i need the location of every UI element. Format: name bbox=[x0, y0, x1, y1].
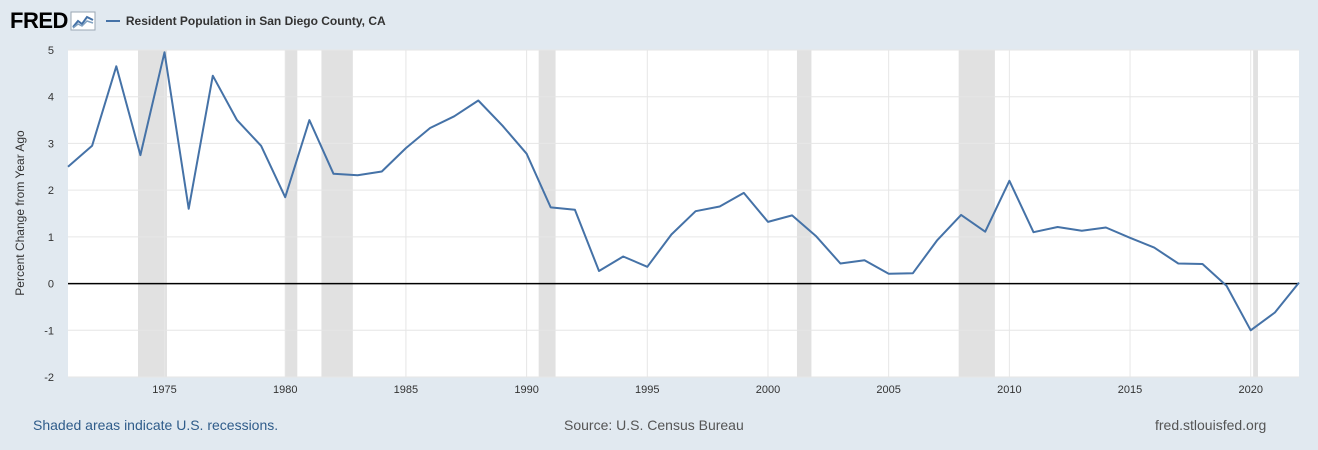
data-point[interactable] bbox=[524, 151, 529, 156]
data-point[interactable] bbox=[1224, 283, 1229, 288]
data-point[interactable] bbox=[66, 164, 71, 169]
data-point[interactable] bbox=[741, 190, 746, 195]
data-point[interactable] bbox=[790, 213, 795, 218]
data-point[interactable] bbox=[90, 143, 95, 148]
data-point[interactable] bbox=[1272, 310, 1277, 315]
data-point[interactable] bbox=[693, 209, 698, 214]
data-point[interactable] bbox=[597, 268, 602, 273]
x-tick-label: 1995 bbox=[635, 384, 659, 396]
x-tick-label: 1980 bbox=[273, 384, 297, 396]
data-point[interactable] bbox=[548, 205, 553, 210]
data-point[interactable] bbox=[814, 234, 819, 239]
data-point[interactable] bbox=[307, 118, 312, 123]
x-tick-label: 1975 bbox=[152, 384, 176, 396]
data-point[interactable] bbox=[669, 232, 674, 237]
data-point[interactable] bbox=[210, 73, 215, 78]
data-point[interactable] bbox=[1103, 225, 1108, 230]
recession-band-0 bbox=[137, 50, 167, 377]
recessions-note[interactable]: Shaded areas indicate U.S. recessions. bbox=[33, 417, 279, 433]
y-tick-label: 2 bbox=[48, 185, 54, 197]
y-tick-label: -2 bbox=[44, 372, 54, 384]
x-tick-label: 2015 bbox=[1118, 384, 1142, 396]
data-point[interactable] bbox=[886, 271, 891, 276]
data-point[interactable] bbox=[476, 98, 481, 103]
series-line-0[interactable] bbox=[67, 51, 1300, 332]
data-point[interactable] bbox=[572, 207, 577, 212]
legend-series-label[interactable]: Resident Population in San Diego County,… bbox=[125, 14, 386, 28]
x-tick-label: 2000 bbox=[756, 384, 780, 396]
data-point[interactable] bbox=[1007, 178, 1012, 183]
plot-background bbox=[68, 50, 1299, 377]
site-link[interactable]: fred.stlouisfed.org bbox=[1155, 417, 1267, 433]
data-point[interactable] bbox=[838, 261, 843, 266]
data-point[interactable] bbox=[959, 212, 964, 217]
source-text: Source: U.S. Census Bureau bbox=[564, 417, 744, 433]
recession-band-6 bbox=[1253, 50, 1258, 377]
data-point[interactable] bbox=[186, 206, 191, 211]
data-point[interactable] bbox=[162, 50, 167, 55]
y-axis-title: Percent Change from Year Ago bbox=[13, 130, 27, 296]
legend-swatch bbox=[105, 20, 120, 22]
gridlines bbox=[68, 49, 1299, 378]
fred-logo[interactable]: FRED bbox=[10, 8, 68, 33]
data-point[interactable] bbox=[910, 271, 915, 276]
y-tick-label: 0 bbox=[48, 279, 54, 291]
data-point[interactable] bbox=[403, 146, 408, 151]
y-axis-ticks: 5 4 3 2 1 0 -1 -2 bbox=[44, 45, 54, 384]
data-point[interactable] bbox=[500, 123, 505, 128]
x-tick-label: 1990 bbox=[514, 384, 538, 396]
data-point[interactable] bbox=[428, 126, 433, 131]
data-point[interactable] bbox=[717, 204, 722, 209]
data-point[interactable] bbox=[114, 64, 119, 69]
x-tick-label: 2005 bbox=[876, 384, 900, 396]
fred-graph-icon bbox=[70, 11, 96, 31]
data-point[interactable] bbox=[138, 153, 143, 158]
data-point[interactable] bbox=[234, 118, 239, 123]
data-point[interactable] bbox=[1128, 235, 1133, 240]
data-point[interactable] bbox=[452, 114, 457, 119]
x-tick-label: 2020 bbox=[1238, 384, 1262, 396]
data-point[interactable] bbox=[331, 171, 336, 176]
data-point[interactable] bbox=[379, 169, 384, 174]
data-point[interactable] bbox=[1176, 261, 1181, 266]
recession-band-5 bbox=[958, 50, 995, 377]
data-point[interactable] bbox=[645, 264, 650, 269]
data-point[interactable] bbox=[1200, 261, 1205, 266]
recession-band-2 bbox=[321, 50, 353, 377]
recession-band-1 bbox=[285, 50, 298, 377]
data-point[interactable] bbox=[862, 258, 867, 263]
y-tick-label: 4 bbox=[48, 92, 54, 104]
series-lines bbox=[66, 50, 1302, 333]
recession-band-4 bbox=[796, 50, 812, 377]
recession-band-3 bbox=[538, 50, 556, 377]
data-point[interactable] bbox=[355, 173, 360, 178]
data-point[interactable] bbox=[765, 219, 770, 224]
data-point[interactable] bbox=[983, 229, 988, 234]
data-point[interactable] bbox=[1297, 280, 1302, 285]
data-point[interactable] bbox=[259, 143, 264, 148]
y-tick-label: -1 bbox=[44, 325, 54, 337]
y-tick-label: 3 bbox=[48, 138, 54, 150]
x-tick-label: 2010 bbox=[997, 384, 1021, 396]
data-point[interactable] bbox=[621, 254, 626, 259]
data-point[interactable] bbox=[934, 238, 939, 243]
data-point[interactable] bbox=[1248, 328, 1253, 333]
y-tick-label: 5 bbox=[48, 45, 54, 57]
data-point[interactable] bbox=[283, 195, 288, 200]
data-point[interactable] bbox=[1079, 228, 1084, 233]
data-point[interactable] bbox=[1031, 230, 1036, 235]
x-tick-label: 1985 bbox=[394, 384, 418, 396]
data-point[interactable] bbox=[1055, 225, 1060, 230]
x-axis-ticks: 1975 1980 1985 1990 1995 2000 2005 2010 2015 2020 bbox=[152, 384, 1263, 396]
chart-header: FRED Resident Population in San Diego Co… bbox=[10, 8, 386, 34]
y-tick-label: 1 bbox=[48, 232, 54, 244]
data-point[interactable] bbox=[1152, 245, 1157, 250]
